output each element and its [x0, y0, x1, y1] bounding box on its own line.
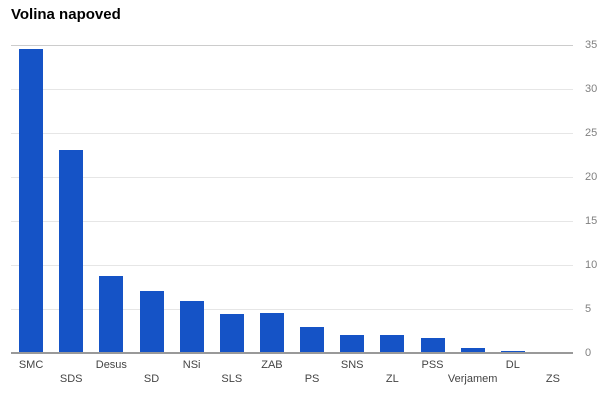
gridline: [11, 265, 573, 266]
y-axis-label: 5: [585, 303, 592, 315]
x-axis-label-ps: PS: [304, 373, 320, 385]
x-axis-label-pss: PSS: [421, 359, 444, 371]
gridline: [11, 309, 573, 310]
bar-sns[interactable]: [340, 335, 364, 353]
bar-desus[interactable]: [99, 276, 123, 353]
bar-zab[interactable]: [260, 313, 284, 353]
gridline: [11, 45, 573, 46]
x-axis-label-dl: DL: [505, 359, 520, 371]
x-axis-label-sd: SD: [143, 373, 160, 385]
y-axis-label: 0: [585, 347, 592, 359]
y-axis-label: 20: [585, 171, 598, 183]
bar-sds[interactable]: [59, 150, 83, 353]
x-axis-label-zs: ZS: [545, 373, 560, 385]
gridline: [11, 89, 573, 90]
plot-area: [11, 45, 573, 354]
y-axis-label: 30: [585, 83, 598, 95]
x-axis-label-sds: SDS: [59, 373, 83, 385]
y-axis-label: 35: [585, 39, 598, 51]
bar-pss[interactable]: [421, 338, 445, 353]
x-axis-label-zab: ZAB: [261, 359, 283, 371]
bar-ps[interactable]: [300, 327, 324, 353]
x-axis-baseline: [11, 352, 573, 354]
y-axis-label: 10: [585, 259, 598, 271]
y-axis-label: 25: [585, 127, 598, 139]
gridline: [11, 177, 573, 178]
gridline: [11, 133, 573, 134]
bar-sd[interactable]: [140, 291, 164, 353]
y-axis-label: 15: [585, 215, 598, 227]
gridline: [11, 221, 573, 222]
bar-zl[interactable]: [380, 335, 404, 353]
bar-smc[interactable]: [19, 49, 43, 353]
x-axis-label-desus: Desus: [95, 359, 127, 371]
bar-nsi[interactable]: [180, 301, 204, 353]
x-axis-label-verjamem: Verjamem: [447, 373, 498, 385]
x-axis-label-sns: SNS: [340, 359, 364, 371]
chart-title: Volina napoved: [11, 6, 121, 23]
x-axis-label-sls: SLS: [221, 373, 243, 385]
x-axis-label-smc: SMC: [18, 359, 44, 371]
bar-sls[interactable]: [220, 314, 244, 353]
bar-verjamem[interactable]: [461, 348, 485, 353]
x-axis-label-nsi: NSi: [182, 359, 201, 371]
x-axis-label-zl: ZL: [385, 373, 399, 385]
